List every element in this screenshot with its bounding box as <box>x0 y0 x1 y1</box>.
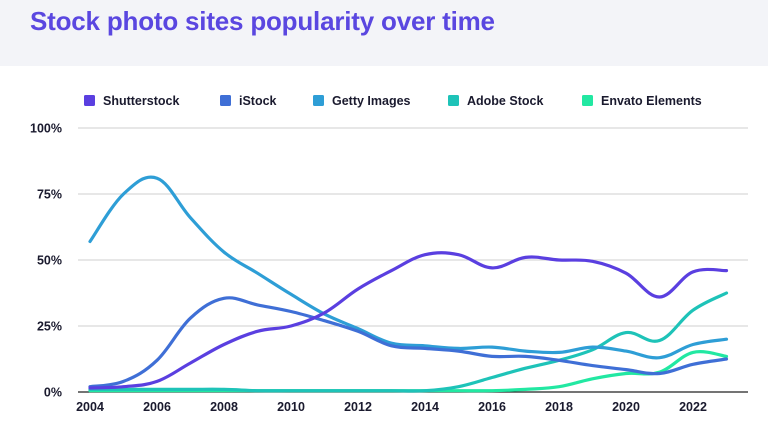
legend-swatch <box>448 95 459 106</box>
x-tick-label: 2008 <box>210 400 238 414</box>
x-tick-label: 2014 <box>411 400 439 414</box>
legend-swatch <box>313 95 324 106</box>
x-tick-label: 2010 <box>277 400 305 414</box>
legend-item: Shutterstock <box>84 94 179 108</box>
header-band: Stock photo sites popularity over time <box>0 0 768 66</box>
series-line-shutterstock <box>88 251 729 390</box>
x-tick-label: 2006 <box>143 400 171 414</box>
series-lines <box>88 175 729 393</box>
x-tick-label: 2020 <box>612 400 640 414</box>
legend-label: iStock <box>239 94 277 108</box>
x-tick-label: 2018 <box>545 400 573 414</box>
legend-item: Envato Elements <box>582 94 702 108</box>
legend-label: Adobe Stock <box>467 94 543 108</box>
x-tick-label: 2022 <box>679 400 707 414</box>
line-chart: Shutterstock iStock Getty Images Adobe Stoc… <box>30 94 748 414</box>
y-tick-label: 100% <box>30 122 62 136</box>
legend-item: Getty Images <box>313 94 411 108</box>
y-tick-label: 75% <box>37 188 62 202</box>
x-tick-label: 2012 <box>344 400 372 414</box>
x-tick-label: 2004 <box>76 400 104 414</box>
series-line-adobe-stock <box>88 291 729 393</box>
y-tick-label: 50% <box>37 254 62 268</box>
series-line-istock <box>88 296 729 389</box>
x-tick-label: 2016 <box>478 400 506 414</box>
legend-swatch <box>582 95 593 106</box>
y-axis-ticks: 0% 25% 50% 75% 100% <box>30 122 62 400</box>
x-axis-ticks: 2004 2006 2008 2010 2012 2014 2016 2018 2020 2022 <box>76 400 707 414</box>
chart-title: Stock photo sites popularity over time <box>30 6 495 36</box>
y-tick-label: 0% <box>44 386 62 400</box>
legend-label: Envato Elements <box>601 94 702 108</box>
series-line-getty-images <box>88 175 729 360</box>
legend-label: Shutterstock <box>103 94 179 108</box>
legend-label: Getty Images <box>332 94 411 108</box>
legend-swatch <box>84 95 95 106</box>
legend-swatch <box>220 95 231 106</box>
chart-area: Shutterstock iStock Getty Images Adobe Stoc… <box>0 66 768 432</box>
y-tick-label: 25% <box>37 320 62 334</box>
legend-item: iStock <box>220 94 277 108</box>
legend: Shutterstock iStock Getty Images Adobe Stoc… <box>84 94 702 108</box>
legend-item: Adobe Stock <box>448 94 543 108</box>
